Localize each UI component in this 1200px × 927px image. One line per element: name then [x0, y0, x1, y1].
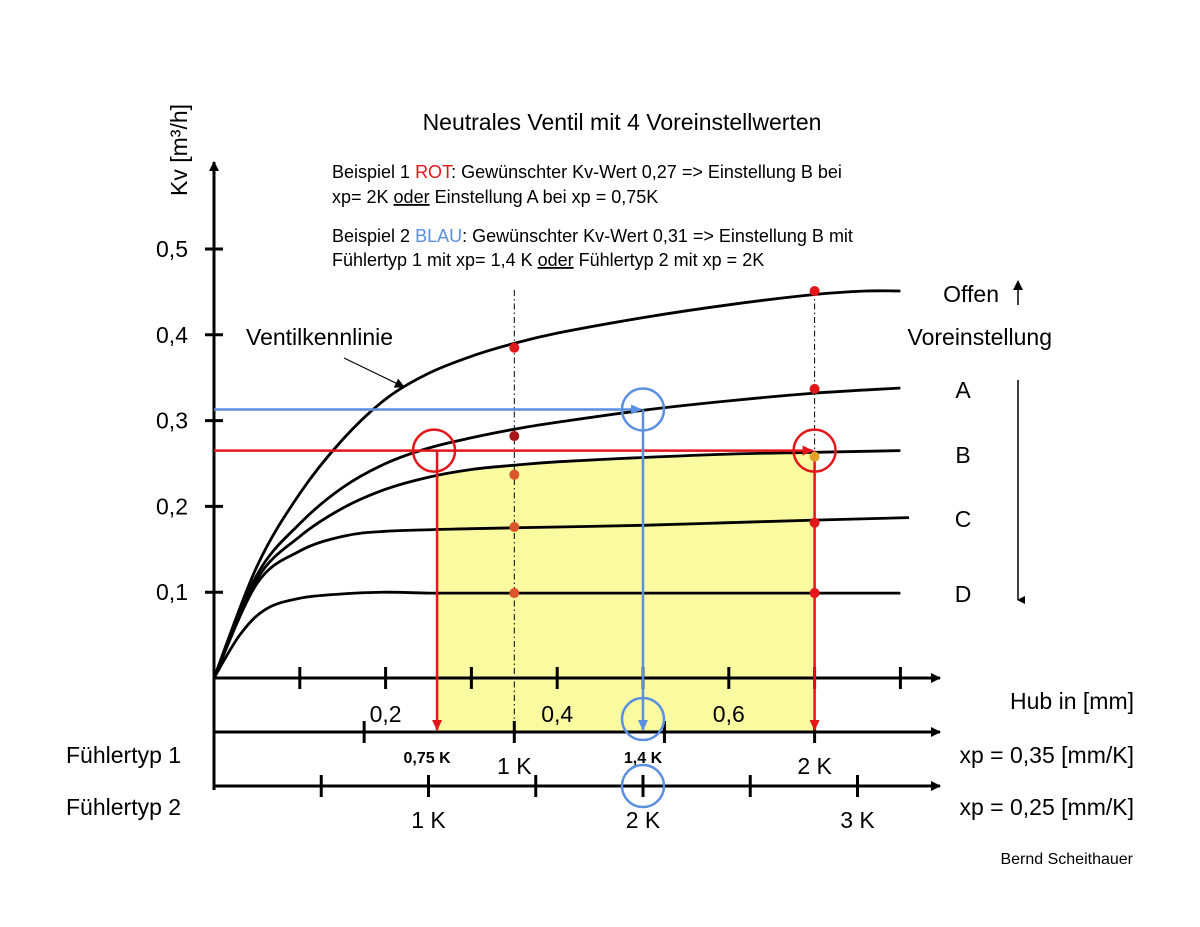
author-credit: Bernd Scheithauer — [1000, 851, 1133, 868]
y-tick-label: 0,2 — [156, 493, 188, 519]
example2-line1: Beispiel 2 BLAU: Gewünschter Kv-Wert 0,3… — [332, 226, 853, 246]
blue-circle-sensor1 — [620, 696, 666, 742]
sensor1-label: 1,4 K — [624, 750, 663, 767]
y-tick-label: 0,3 — [156, 408, 188, 434]
valve-curves — [212, 289, 910, 679]
label-offen: Offen — [943, 281, 999, 307]
sensor2-label: 1 K — [411, 807, 446, 833]
x-tick-label: 0,2 — [370, 701, 402, 727]
sensor1-label: 2 K — [797, 753, 832, 779]
red-circle-left — [411, 428, 457, 473]
sensor1-name: Fühlertyp 1 — [66, 742, 181, 768]
blue-circle-sensor2 — [620, 763, 666, 809]
marked-point — [809, 451, 820, 462]
marked-points — [509, 286, 820, 599]
marked-point — [509, 342, 520, 353]
y-tick-label: 0,5 — [156, 236, 188, 262]
marked-point — [509, 588, 520, 599]
label-voreinstellung: Voreinstellung — [908, 324, 1053, 350]
marked-point — [509, 469, 520, 480]
marked-point — [809, 588, 820, 599]
setting-label-a: A — [955, 377, 971, 403]
curve-c — [212, 516, 910, 679]
curve-b — [212, 449, 901, 679]
setting-label-c: C — [955, 506, 972, 532]
setting-label-b: B — [955, 442, 970, 468]
text-layer: Neutrales Ventil mit 4 Voreinstellwerten… — [66, 104, 1134, 868]
example-lines — [214, 387, 837, 809]
curve-label-pointer — [343, 357, 405, 388]
y-tick-label: 0,4 — [156, 322, 188, 348]
marked-point — [809, 517, 820, 528]
sensor1-label: 1 K — [497, 753, 532, 779]
x-tick-label: 0,6 — [713, 701, 745, 727]
x-tick-label: 0,4 — [541, 701, 573, 727]
curve-label-ventilkennlinie: Ventilkennlinie — [246, 324, 393, 350]
blue-circle-intersection — [620, 387, 666, 432]
chart-title: Neutrales Ventil mit 4 Voreinstellwerten — [423, 109, 822, 135]
y-tick-label: 0,1 — [156, 579, 188, 605]
marked-point — [509, 521, 520, 532]
curve-a — [212, 386, 901, 679]
sensor2-label: 2 K — [626, 807, 661, 833]
x-axis-label: Hub in [mm] — [1010, 688, 1134, 714]
marked-point — [809, 383, 820, 394]
example1-line1: Beispiel 1 ROT: Gewünschter Kv-Wert 0,27… — [332, 162, 842, 182]
axes-layer: 0,1 0,2 0,3 0,4 0,5 0,2 0,4 0,6 0,75 K 1 K 1,4 K 2 … — [156, 161, 941, 833]
sensor2-label: 3 K — [840, 807, 875, 833]
example1-line2: xp= 2K oder Einstellung A bei xp = 0,75K — [332, 187, 658, 207]
sensor1-label: 0,75 K — [404, 750, 452, 767]
sensor2-name: Fühlertyp 2 — [66, 794, 181, 820]
sensor2-xp: xp = 0,25 [mm/K] — [960, 794, 1135, 820]
marked-point — [809, 286, 820, 297]
y-axis-label: Kv [m³/h] — [166, 104, 192, 196]
red-circle-right — [792, 428, 837, 473]
curve-offen — [212, 289, 901, 679]
marked-point — [509, 431, 520, 442]
setting-label-d: D — [955, 581, 972, 607]
highlight-region-layer — [437, 450, 815, 732]
sensor1-xp: xp = 0,35 [mm/K] — [960, 742, 1135, 768]
example2-line2: Fühlertyp 1 mit xp= 1,4 K oder Fühlertyp… — [332, 250, 764, 270]
highlight-region — [437, 450, 815, 732]
curve-d — [212, 590, 901, 679]
